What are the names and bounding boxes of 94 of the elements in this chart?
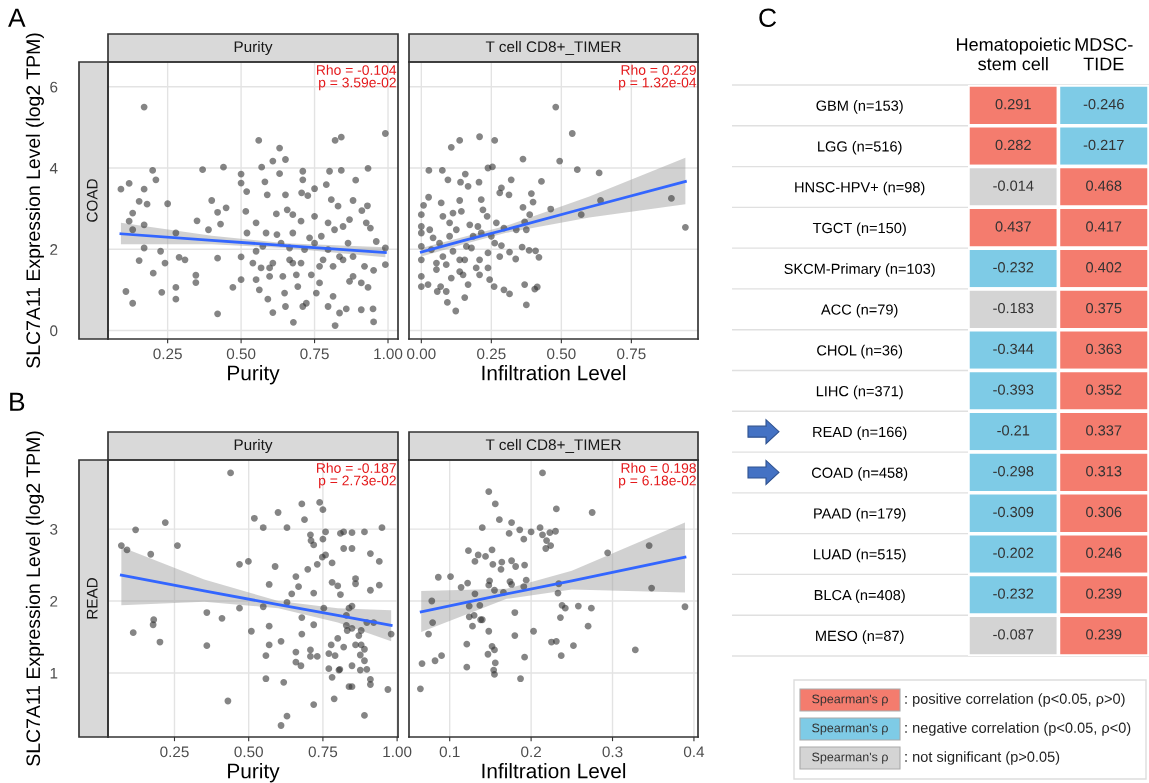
chart-title: A: [8, 8, 26, 27]
data-label: -0.183: [993, 302, 1034, 314]
data-label: 0.313: [1086, 466, 1122, 477]
y-tick-label: 1: [50, 667, 58, 679]
y-tick-label: PAAD (n=179): [814, 507, 906, 522]
x-tick-label: 0.75: [300, 348, 329, 360]
data-label: 0.363: [1086, 343, 1122, 355]
data-label: 0.282: [995, 139, 1031, 151]
x-axis-title: Purity: [228, 763, 280, 783]
data-label: 0.468: [1086, 180, 1122, 191]
y-tick-label: BLCA (n=408): [814, 589, 905, 604]
x-tick-label: 0.50: [234, 746, 263, 758]
data-label: 0.352: [1086, 384, 1122, 395]
data-label: 0.306: [1086, 506, 1122, 518]
y-tick-label: SKCM-Primary (n=103): [784, 263, 935, 277]
y-axis-title: SLC7A11 Expression Level (log2 TPM): [25, 33, 44, 368]
x-tick-label: 0.75: [617, 348, 646, 360]
annotation: Rho = 0.229 p = 1.32e-04: [619, 64, 697, 91]
text: READ: [86, 578, 98, 619]
chart-title: B: [10, 392, 25, 411]
x-tick-label: Hematopoietic stem cell: [957, 37, 1071, 71]
y-tick-label: LIHC (n=371): [816, 385, 903, 400]
x-axis-title: Purity: [228, 365, 280, 385]
x-axis-title: Infiltration Level: [482, 763, 626, 779]
y-axis-title: SLC7A11 Expression Level (log2 TPM): [25, 431, 44, 766]
x-tick-label: 0.25: [153, 348, 182, 360]
data-label: -0.309: [993, 506, 1034, 518]
y-tick-label: HNSC-HPV+ (n=98): [795, 181, 925, 196]
line-series: [119, 232, 387, 254]
data-label: 0.291: [995, 98, 1031, 110]
x-tick-label: 0.00: [407, 348, 436, 360]
y-tick-label: 3: [50, 523, 58, 535]
x-tick-label: 0.50: [226, 348, 256, 360]
y-tick-label: TGCT (n=150): [812, 222, 906, 237]
data-label: -0.217: [1083, 139, 1124, 151]
y-tick-label: CHOL (n=36): [817, 344, 903, 359]
y-tick-label: 6: [50, 81, 58, 93]
y-tick-label: 0: [50, 325, 58, 337]
text: Spearman's ρ: [812, 752, 888, 764]
y-tick-label: 2: [50, 595, 58, 607]
x-tick-label: MDSC- TIDE: [1075, 38, 1133, 71]
text: COAD: [86, 179, 98, 222]
chart-subtitle: T cell CD8+_TIMER: [485, 40, 621, 55]
data-label: -0.014: [993, 180, 1034, 191]
chart-subtitle: Purity: [234, 40, 273, 56]
data-label: -0.393: [993, 384, 1034, 395]
data-label: 0.375: [1086, 302, 1122, 314]
data-label: 0.337: [1086, 425, 1122, 436]
data-label: -0.232: [993, 588, 1034, 599]
y-tick-label: LUAD (n=515): [814, 548, 906, 563]
line-series: [119, 573, 393, 627]
y-tick-label: 4: [49, 163, 58, 174]
annotation: Rho = 0.198 p = 6.18e-02: [619, 462, 696, 489]
data-label: -0.21: [997, 425, 1030, 436]
annotation: Rho = -0.187 p = 2.73e-02: [317, 462, 396, 489]
data-label: -0.202: [993, 547, 1034, 558]
x-tick-label: 0.1: [439, 746, 460, 758]
data-label: 0.239: [1086, 629, 1122, 640]
data-label: 0.437: [995, 221, 1031, 232]
y-tick-label: ACC (n=79): [821, 304, 898, 318]
text: : not significant (p>0.05): [905, 751, 1060, 765]
x-tick-label: 0.75: [308, 746, 338, 758]
y-tick-label: 2: [50, 244, 58, 255]
annotation: Rho = -0.104 p = 3.59e-02: [317, 64, 397, 91]
y-tick-label: COAD (n=458): [811, 467, 908, 481]
data-label: -0.087: [993, 629, 1034, 640]
data-label: 0.239: [1086, 588, 1122, 599]
legend-title: Spearman's ρ: [812, 694, 888, 706]
chart-subtitle: T cell CD8+_TIMER: [485, 438, 621, 453]
data-label: -0.232: [993, 262, 1034, 273]
x-axis-title: Infiltration Level: [482, 365, 626, 381]
text: : positive correlation (p<0.05, ρ>0): [905, 693, 1125, 707]
y-tick-label: LGG (n=516): [818, 140, 902, 155]
data-label: -0.246: [1083, 98, 1124, 110]
text: Spearman's ρ: [812, 723, 888, 735]
data-label: 0.402: [1086, 262, 1122, 273]
data-label: -0.298: [993, 466, 1034, 477]
y-tick-label: READ (n=166): [813, 426, 907, 440]
data-label: 0.246: [1086, 547, 1122, 558]
y-tick-label: MESO (n=87): [816, 630, 904, 644]
x-tick-label: 0.3: [602, 746, 623, 758]
text: : negative correlation (p<0.05, ρ<0): [905, 722, 1131, 736]
x-tick-label: 0.2: [521, 746, 541, 758]
x-tick-label: 0.4: [683, 746, 705, 758]
x-tick-label: 0.25: [160, 746, 189, 758]
chart-title: C: [759, 8, 777, 28]
data-label: -0.344: [993, 343, 1034, 355]
x-tick-label: 0.25: [477, 348, 506, 360]
x-tick-label: 1.00: [374, 348, 403, 360]
chart-subtitle: Purity: [234, 438, 273, 454]
x-tick-label: 1.00: [383, 746, 412, 758]
y-tick-label: GBM (n=153): [816, 100, 903, 114]
x-tick-label: 0.50: [547, 348, 576, 360]
data-label: 0.417: [1086, 221, 1122, 232]
